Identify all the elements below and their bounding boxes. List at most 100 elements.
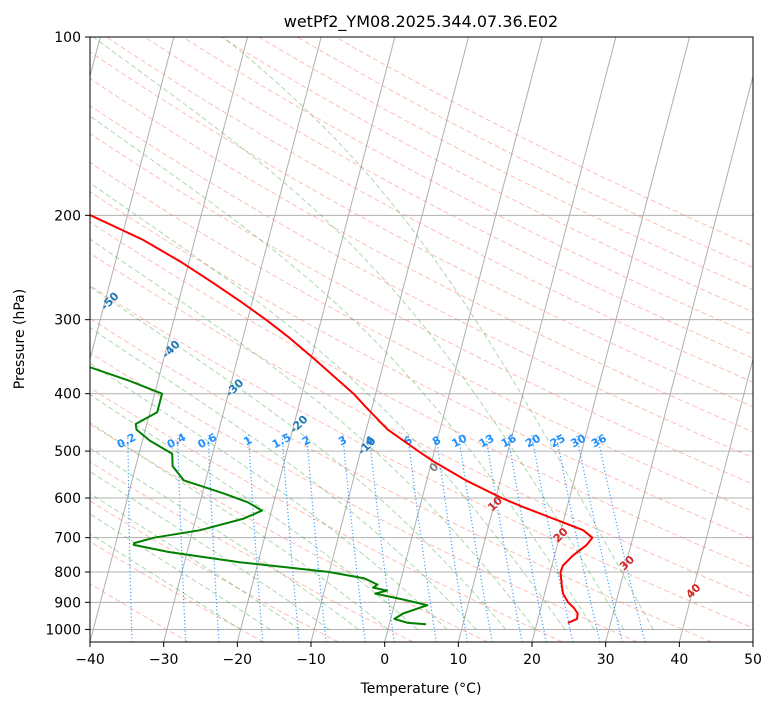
x-tick-label: −40 — [75, 652, 105, 668]
dry-adiabat — [90, 423, 488, 642]
moist-adiabat — [90, 362, 448, 630]
dry-adiabat — [220, 37, 753, 313]
temperature-profile-line — [90, 213, 594, 624]
isotherm-label: -60 — [39, 235, 62, 258]
moist-adiabat — [90, 394, 418, 630]
dry-adiabat — [90, 387, 563, 642]
isotherm-line — [384, 37, 543, 642]
isotherm-label: -10 — [355, 434, 378, 457]
isotherm-line — [752, 640, 753, 642]
mixing-ratio-line — [342, 435, 366, 642]
x-tick-label: 30 — [597, 652, 615, 668]
plot-frame — [89, 36, 754, 643]
dry-adiabat — [144, 37, 753, 359]
x-tick-label: −30 — [149, 652, 179, 668]
y-axis: 100 200 300 400 500 600 700 800 900 1000 — [45, 30, 90, 638]
isotherm-line — [163, 37, 322, 642]
isotherm-label: -40 — [159, 338, 182, 361]
isotherm-line — [310, 37, 470, 642]
x-tick-label: −10 — [296, 652, 326, 668]
isotherm-label-warm: 40 — [683, 581, 703, 601]
mixing-ratio-line — [248, 435, 264, 642]
moist-adiabat — [90, 447, 359, 630]
moist-adiabat — [90, 327, 477, 630]
dry-adiabat — [90, 317, 712, 642]
mixing-ratio-label: 30 — [568, 432, 588, 451]
y-tick-label: 100 — [54, 30, 81, 46]
dry-adiabat — [90, 133, 753, 485]
mixing-ratio-line — [507, 435, 547, 642]
isotherms — [90, 37, 753, 642]
dewpoint-profile-line — [90, 366, 429, 626]
dry-adiabat — [90, 77, 753, 433]
mixing-ratio-label: 1.5 — [270, 431, 293, 452]
moist-adiabat — [90, 286, 507, 630]
isotherm-line — [90, 37, 175, 362]
plot-area: 0.10.20.40.611.52346810131620253036-100-… — [39, 37, 753, 642]
dry-adiabat — [90, 105, 753, 459]
dry-adiabat — [90, 191, 753, 540]
mixing-ratio-line — [458, 435, 493, 642]
mixing-ratio-line — [555, 435, 601, 642]
mixing-ratio-line — [127, 435, 133, 642]
moist-adiabat — [90, 115, 595, 630]
dry-adiabat — [106, 37, 753, 383]
mixing-ratio-label: 16 — [499, 432, 519, 451]
mixing-ratio-label: 8 — [430, 433, 443, 448]
dry-adiabat — [335, 37, 753, 247]
dry-adiabat — [90, 252, 753, 599]
moist-adiabat — [90, 492, 300, 630]
mixing-ratio-lines: 0.1 0.2 0.4 0.6 1 1.5 2 3 4 6 8 10 13 16 20 25 30 36 — [68, 431, 646, 642]
mixing-ratio-label: 3 — [336, 433, 349, 448]
mixing-ratio-line — [531, 435, 574, 642]
x-tick-label: 10 — [449, 652, 467, 668]
mixing-ratio-label: 0.6 — [196, 431, 220, 452]
y-axis-label: Pressure (hPa) — [12, 289, 28, 389]
isotherm-line — [678, 357, 753, 642]
mixing-ratio-line — [485, 435, 523, 642]
mixing-ratio-label: 13 — [477, 432, 497, 451]
x-axis-label: Temperature (°C) — [360, 681, 482, 697]
mixing-ratio-label: 25 — [548, 432, 568, 451]
dry-adiabats — [90, 37, 753, 642]
moist-adiabat — [90, 513, 271, 630]
dry-adiabat — [90, 352, 638, 642]
moist-adiabat — [90, 422, 389, 630]
isotherm-line — [236, 37, 396, 642]
y-tick-label: 700 — [54, 531, 81, 547]
x-tick-label: 50 — [744, 652, 762, 668]
x-tick-label: 0 — [380, 652, 389, 668]
isotherm-line — [605, 74, 753, 642]
dry-adiabat — [90, 51, 753, 408]
mixing-ratio-label: 10 — [450, 432, 470, 451]
y-tick-label: 300 — [54, 313, 81, 329]
isotherm-line — [531, 37, 691, 642]
dry-adiabat — [90, 461, 414, 642]
pressure-gridlines — [90, 37, 753, 630]
mixing-ratio-line — [596, 435, 646, 642]
mixing-ratio-label: 0.1 — [68, 431, 91, 452]
moist-adiabat — [90, 182, 566, 630]
y-tick-label: 1000 — [45, 622, 81, 638]
moist-adiabat — [90, 470, 330, 630]
isotherm-line — [457, 37, 617, 642]
isotherm-label: -20 — [287, 412, 310, 435]
dry-adiabat — [90, 284, 753, 629]
dry-adiabat — [90, 221, 753, 569]
mixing-ratio-label: 36 — [589, 432, 609, 451]
mixing-ratio-label: 20 — [523, 432, 543, 451]
isotherm-label-warm: 10 — [485, 494, 505, 514]
x-tick-label: 40 — [670, 652, 688, 668]
isotherm-line — [90, 37, 249, 642]
moist-adiabat — [92, 37, 625, 630]
dry-adiabat — [90, 500, 339, 642]
chart-title: wetPf2_YM08.2025.344.07.36.E02 — [284, 12, 558, 32]
y-tick-label: 200 — [54, 208, 81, 224]
dry-adiabat — [90, 161, 753, 512]
mixing-ratio-label: 2 — [300, 433, 313, 448]
mixing-ratio-line — [177, 435, 187, 642]
dry-adiabat — [182, 37, 753, 336]
